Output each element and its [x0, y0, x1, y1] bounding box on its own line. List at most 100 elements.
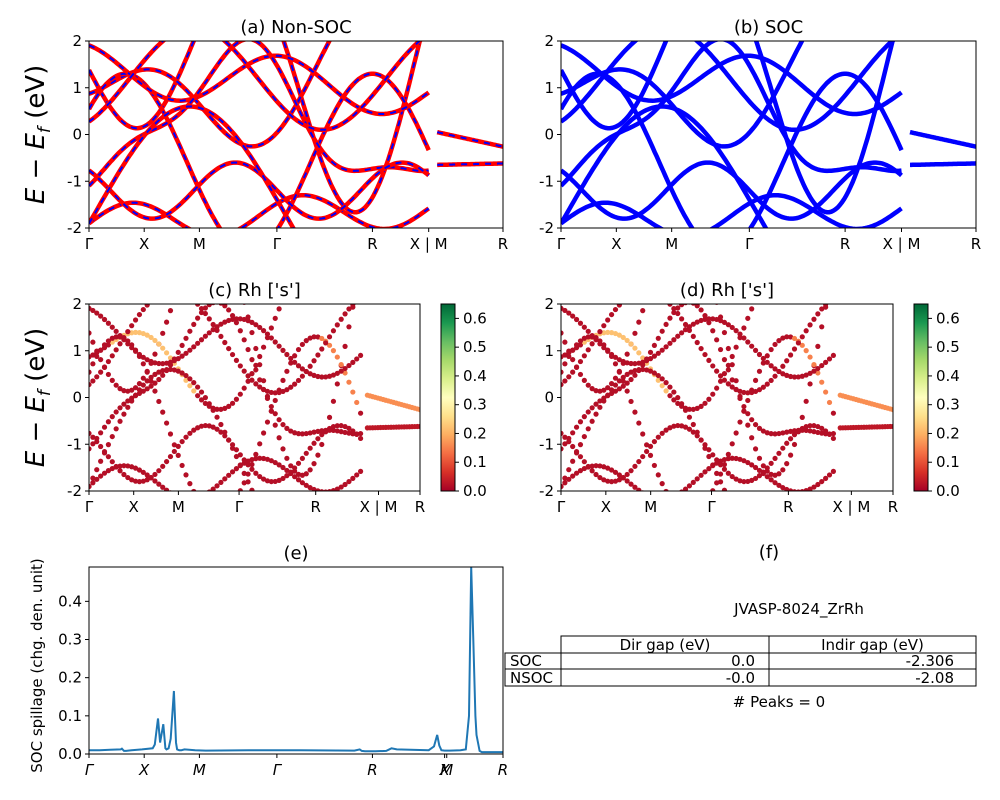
d-point: [562, 475, 568, 481]
c-point: [276, 477, 282, 483]
d-point: [717, 479, 724, 485]
c-point: [257, 324, 263, 331]
c-point: [307, 371, 313, 377]
c-point: [315, 373, 321, 380]
band-y-labels: E − Ef (eV) E − Ef (eV): [21, 65, 55, 468]
a-band-dash: [89, 72, 430, 228]
c-point: [210, 424, 216, 430]
d-point: [608, 351, 615, 358]
c-point: [303, 482, 309, 488]
c-point: [218, 321, 224, 327]
c-point: [105, 454, 111, 460]
c-point: [288, 463, 294, 469]
d-point: [573, 470, 580, 476]
c-point: [206, 304, 212, 308]
b-xtick-label: Γ: [557, 235, 566, 253]
c-point: [121, 335, 127, 341]
a-band-dash: [89, 105, 295, 228]
c-point: [284, 368, 290, 374]
c-point: [187, 383, 193, 389]
e-ytick-label: 0.4: [58, 592, 82, 610]
c-point: [233, 316, 240, 322]
c-point: [202, 422, 208, 429]
band-ylabel: E − Ef (eV): [21, 328, 55, 468]
c-point: [342, 481, 348, 488]
d-point: [647, 368, 654, 374]
e-ylabel: SOC spillage (chg. den. unit): [28, 558, 46, 773]
d-point: [682, 486, 689, 491]
d-point: [788, 436, 794, 442]
d-cbar-tick-label: 0.3: [936, 396, 960, 414]
d-point: [741, 389, 747, 396]
d-point: [815, 370, 821, 376]
d-point: [589, 386, 595, 392]
d-point: [819, 478, 825, 485]
d-point: [562, 339, 568, 345]
d-point: [616, 378, 622, 384]
d-point: [581, 465, 587, 472]
d-point: [764, 359, 770, 365]
c-point: [260, 430, 267, 436]
d-point: [612, 469, 619, 475]
c-point: [319, 441, 325, 448]
c-point: [226, 437, 232, 443]
c-point: [350, 389, 356, 395]
d-point: [663, 321, 669, 328]
c-point: [292, 430, 298, 436]
c-point: [198, 306, 205, 312]
d-point: [706, 466, 712, 472]
c-point: [94, 467, 100, 473]
c-point: [241, 457, 247, 463]
c-point: [152, 351, 158, 357]
d-point: [756, 473, 763, 479]
d-point: [776, 482, 782, 488]
c-point: [323, 340, 329, 346]
c-point: [167, 431, 174, 437]
d-point: [651, 462, 657, 469]
c-point: [257, 384, 263, 390]
d-point: [667, 393, 673, 399]
a-band-line: [89, 71, 431, 228]
d-point: [698, 472, 704, 478]
d-point: [764, 465, 770, 471]
c-point: [350, 359, 356, 365]
c-point: [342, 311, 348, 317]
c-point: [183, 472, 189, 478]
d-point: [799, 425, 805, 432]
c-point: [179, 438, 185, 445]
d-point: [562, 361, 568, 367]
d-point: [616, 357, 622, 363]
c-point: [288, 360, 294, 366]
c-point: [319, 428, 325, 434]
d-point: [764, 353, 770, 359]
d-point: [803, 488, 809, 491]
d-point: [780, 445, 786, 451]
c-point: [132, 317, 139, 323]
c-point: [117, 468, 123, 474]
c-point: [202, 395, 208, 401]
d-point: [772, 373, 778, 379]
c-point: [121, 401, 127, 407]
c-point: [167, 453, 174, 460]
c-point: [175, 356, 181, 362]
b-frame: [560, 40, 977, 229]
d-point: [811, 423, 817, 429]
d-point: [702, 445, 708, 451]
d-ytick-label: -2: [539, 482, 554, 500]
b-xtick-label: X | M: [883, 235, 921, 253]
d-point: [573, 364, 580, 370]
c-point: [264, 419, 271, 425]
d-point: [815, 365, 821, 372]
c-frame: [88, 303, 421, 492]
c-point: [222, 476, 228, 482]
c-point: [144, 332, 150, 338]
c-point: [125, 341, 131, 347]
d-point: [811, 368, 817, 374]
d-point: [803, 398, 809, 404]
c-point: [214, 426, 220, 432]
c-point: [222, 319, 228, 325]
c-point: [89, 483, 92, 490]
c-point: [342, 429, 348, 436]
c-point: [315, 352, 321, 358]
d-point: [807, 486, 813, 491]
